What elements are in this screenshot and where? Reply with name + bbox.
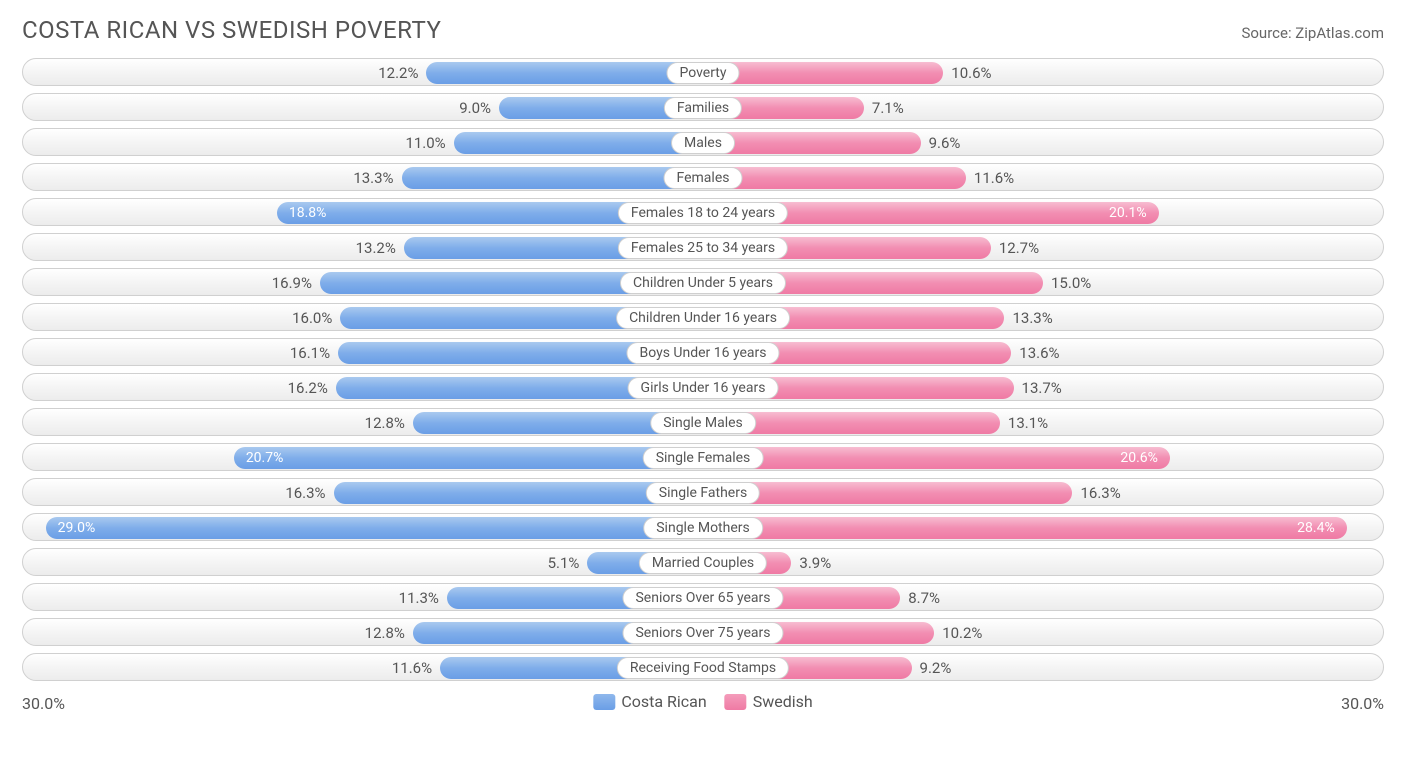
axis-max-left: 30.0%: [22, 694, 65, 713]
chart-header: COSTA RICAN VS SWEDISH POVERTY Source: Z…: [22, 16, 1384, 44]
value-right: 13.3%: [1012, 304, 1052, 332]
value-left: 11.3%: [399, 584, 439, 612]
value-right: 11.6%: [974, 164, 1014, 192]
legend-item-left: Costa Rican: [593, 692, 706, 711]
value-left: 16.9%: [272, 269, 312, 297]
value-left: 13.3%: [353, 164, 393, 192]
chart-row: 11.6% 9.2% Receiving Food Stamps: [22, 653, 1384, 681]
category-label: Males: [671, 132, 735, 154]
category-label: Seniors Over 75 years: [622, 622, 783, 644]
value-right: 9.6%: [929, 129, 961, 157]
legend-label-left: Costa Rican: [621, 692, 706, 711]
value-left: 11.6%: [392, 654, 432, 682]
category-label: Girls Under 16 years: [628, 377, 779, 399]
category-label: Single Males: [650, 412, 756, 434]
chart-row: 12.8% 13.1% Single Males: [22, 408, 1384, 436]
axis-max-right: 30.0%: [1341, 694, 1384, 713]
value-right: 10.6%: [951, 59, 991, 87]
category-label: Females 18 to 24 years: [618, 202, 788, 224]
diverging-bar-chart: 12.2% 10.6% Poverty 9.0% 7.1% Families 11.0% 9.…: [22, 58, 1384, 681]
value-left: 12.2%: [378, 59, 418, 87]
value-right: 9.2%: [920, 654, 952, 682]
chart-row: 16.3% 16.3% Single Fathers: [22, 478, 1384, 506]
category-label: Receiving Food Stamps: [617, 657, 789, 679]
value-left: 11.0%: [405, 129, 445, 157]
chart-row: 5.1% 3.9% Married Couples: [22, 548, 1384, 576]
bar-left: [402, 167, 703, 189]
value-right: 13.1%: [1008, 409, 1048, 437]
value-left: 13.2%: [356, 234, 396, 262]
value-right: 13.6%: [1019, 339, 1059, 367]
category-label: Poverty: [666, 62, 739, 84]
category-label: Families: [664, 97, 742, 119]
category-label: Children Under 5 years: [620, 272, 786, 294]
legend-label-right: Swedish: [753, 692, 813, 711]
category-label: Boys Under 16 years: [626, 342, 779, 364]
chart-row: 16.2% 13.7% Girls Under 16 years: [22, 373, 1384, 401]
value-right: 28.4%: [703, 514, 1347, 542]
value-left: 5.1%: [548, 549, 580, 577]
bar-left: [454, 132, 703, 154]
chart-row: 12.2% 10.6% Poverty: [22, 58, 1384, 86]
chart-row: 13.2% 12.7% Females 25 to 34 years: [22, 233, 1384, 261]
category-label: Single Mothers: [643, 517, 763, 539]
chart-source: Source: ZipAtlas.com: [1241, 24, 1384, 42]
value-right: 3.9%: [799, 549, 831, 577]
value-left: 9.0%: [459, 94, 491, 122]
value-right: 15.0%: [1051, 269, 1091, 297]
value-left: 16.2%: [288, 374, 328, 402]
value-right: 16.3%: [1080, 479, 1120, 507]
category-label: Single Females: [643, 447, 764, 469]
chart-row: 9.0% 7.1% Families: [22, 93, 1384, 121]
value-right: 10.2%: [942, 619, 982, 647]
chart-row: 11.3% 8.7% Seniors Over 65 years: [22, 583, 1384, 611]
category-label: Children Under 16 years: [616, 307, 790, 329]
value-left: 16.1%: [290, 339, 330, 367]
bar-left: [426, 62, 703, 84]
category-label: Females 25 to 34 years: [618, 237, 788, 259]
chart-row: 16.0% 13.3% Children Under 16 years: [22, 303, 1384, 331]
chart-title: COSTA RICAN VS SWEDISH POVERTY: [22, 16, 441, 44]
value-right: 20.6%: [703, 444, 1170, 472]
category-label: Females: [664, 167, 743, 189]
value-left: 29.0%: [46, 514, 703, 542]
value-left: 12.8%: [365, 619, 405, 647]
chart-row: 18.8%20.1%Females 18 to 24 years: [22, 198, 1384, 226]
category-label: Married Couples: [639, 552, 767, 574]
chart-row: 16.1% 13.6% Boys Under 16 years: [22, 338, 1384, 366]
legend-item-right: Swedish: [725, 692, 813, 711]
value-right: 12.7%: [999, 234, 1039, 262]
chart-footer: 30.0% Costa Rican Swedish 30.0%: [22, 688, 1384, 722]
legend-swatch-blue: [593, 694, 615, 710]
value-left: 12.8%: [365, 409, 405, 437]
bar-right: [703, 132, 921, 154]
chart-row: 12.8% 10.2% Seniors Over 75 years: [22, 618, 1384, 646]
value-right: 8.7%: [908, 584, 940, 612]
category-label: Seniors Over 65 years: [622, 587, 783, 609]
chart-row: 11.0% 9.6% Males: [22, 128, 1384, 156]
chart-row: 16.9% 15.0% Children Under 5 years: [22, 268, 1384, 296]
chart-legend: Costa Rican Swedish: [593, 692, 812, 711]
legend-swatch-pink: [725, 694, 747, 710]
value-right: 13.7%: [1022, 374, 1062, 402]
value-right: 7.1%: [872, 94, 904, 122]
value-left: 16.0%: [292, 304, 332, 332]
category-label: Single Fathers: [646, 482, 760, 504]
value-left: 16.3%: [285, 479, 325, 507]
chart-row: 20.7%20.6%Single Females: [22, 443, 1384, 471]
value-left: 20.7%: [234, 444, 703, 472]
chart-row: 13.3% 11.6% Females: [22, 163, 1384, 191]
chart-row: 29.0%28.4%Single Mothers: [22, 513, 1384, 541]
